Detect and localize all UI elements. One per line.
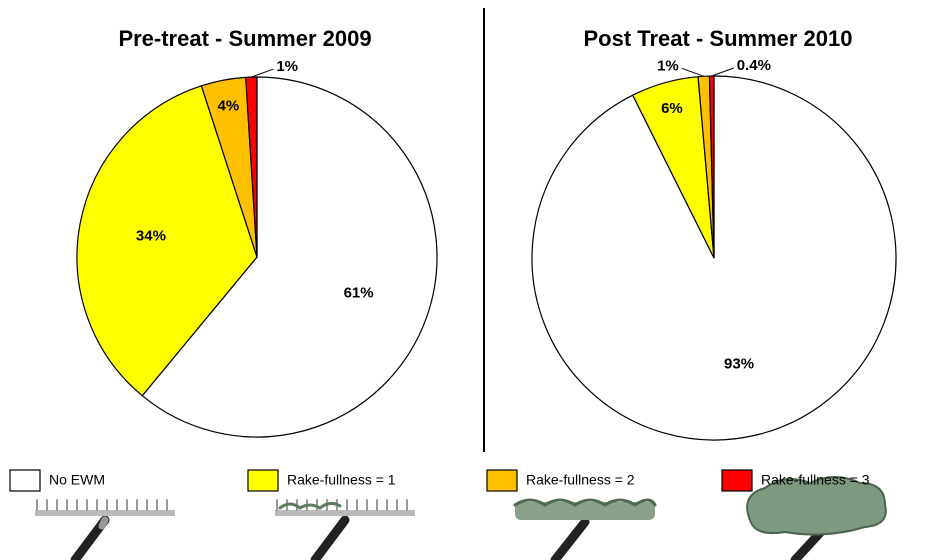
legend-swatch [486,469,518,492]
data-label: 1% [657,57,679,74]
data-label: 4% [217,98,239,115]
rake-icon [513,498,657,560]
rake-icon [275,499,415,560]
legend-label: Rake-fullness = 1 [287,472,396,488]
pie-slice [141,76,438,438]
data-label: 34% [136,228,166,245]
legend-label: No EWM [49,472,105,488]
chart-title: Post Treat - Summer 2010 [583,26,852,51]
leader-line [681,67,704,77]
legend-swatch [721,469,753,492]
legend-swatch [247,469,279,492]
data-label: 93% [724,355,754,372]
data-label: 1% [276,58,298,75]
legend-swatch [9,469,41,492]
leader-line [711,67,734,77]
rake-icons [35,476,887,560]
chart-title: Pre-treat - Summer 2009 [118,26,371,51]
data-label: 61% [344,285,374,302]
leader-line [251,68,274,78]
data-label: 0.4% [737,57,771,74]
legend-label: Rake-fullness = 2 [526,472,635,488]
pie-slice [76,85,258,397]
legend-label: Rake-fullness = 3 [761,472,870,488]
rake-icon [746,476,887,560]
data-label: 6% [661,100,683,117]
rake-icon [35,499,175,560]
